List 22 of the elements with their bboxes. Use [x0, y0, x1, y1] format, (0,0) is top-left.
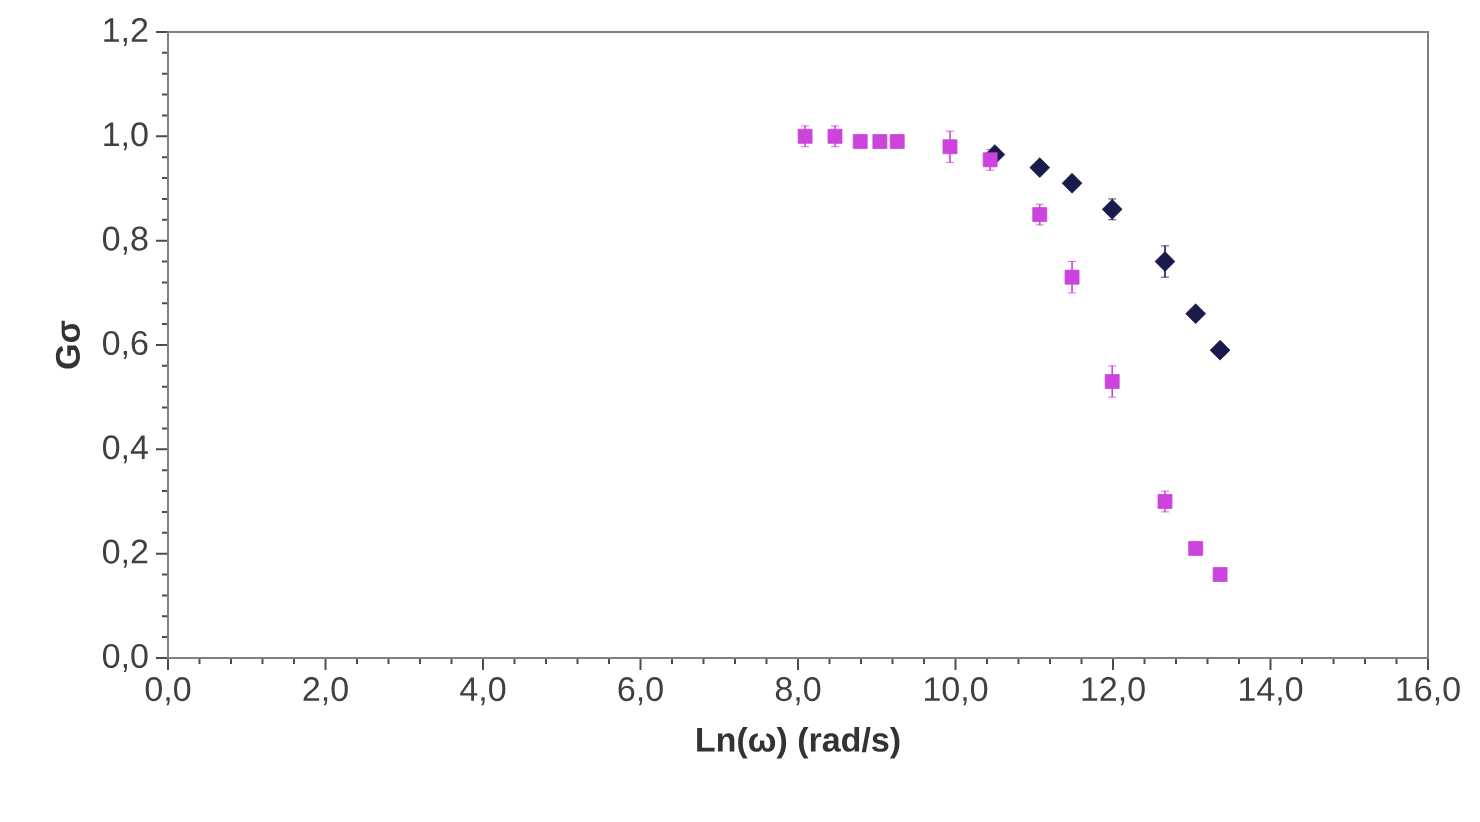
x-tick-label: 14,0 — [1240, 677, 1303, 706]
y-tick-label: 0,6 — [102, 330, 148, 360]
y-tick-label: 0,4 — [102, 435, 148, 464]
y-tick-label: 0,0 — [102, 643, 148, 673]
y-tick-label: 0,8 — [102, 226, 148, 255]
x-tick-label: 10,0 — [925, 677, 988, 706]
x-tick-label: 12,0 — [1082, 677, 1145, 706]
x-tick-label: 0,0 — [145, 677, 191, 706]
y-axis-title: Gσ — [55, 320, 80, 369]
x-tick-label: 6,0 — [618, 677, 663, 706]
point — [1185, 303, 1206, 324]
x-tick-label: 8,0 — [775, 677, 821, 706]
point — [1029, 157, 1051, 178]
point — [1061, 172, 1083, 194]
point — [1209, 339, 1231, 361]
y-tick-label: 1,0 — [104, 122, 148, 151]
x-tick-label: 16,0 — [1397, 677, 1460, 706]
x-axis-title: Ln(ω) (rad/s) — [697, 726, 900, 759]
x-tick-label: 2,0 — [303, 677, 348, 706]
y-tick-label: 1,2 — [104, 17, 148, 47]
x-tick-label: 4,0 — [460, 677, 506, 706]
y-tick-label: 0,2 — [102, 539, 148, 568]
